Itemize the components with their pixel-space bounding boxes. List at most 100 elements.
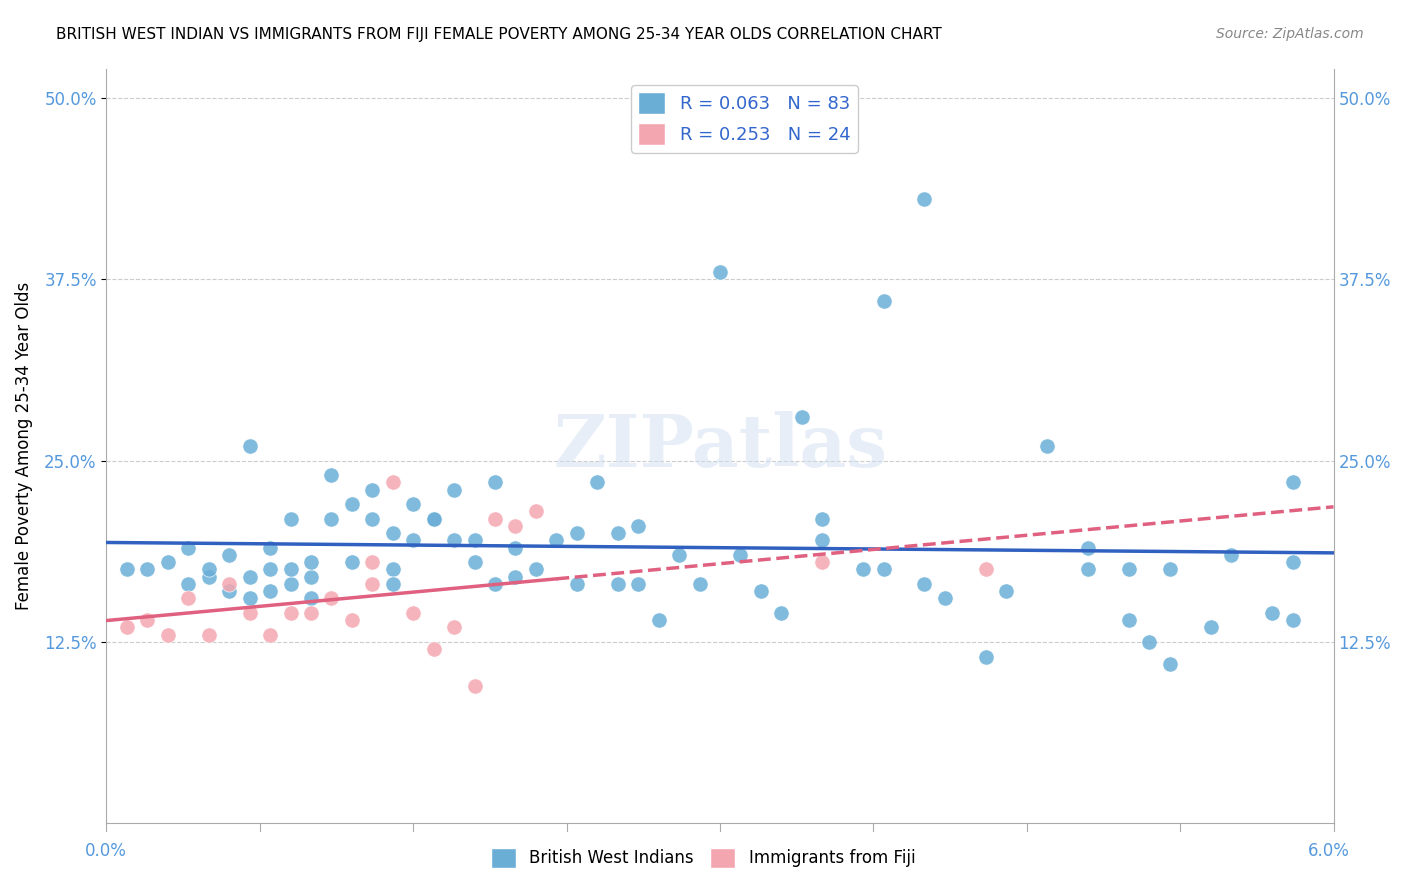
Point	[381, 562, 404, 576]
Point	[239, 439, 262, 453]
Point	[505, 541, 527, 555]
Point	[422, 642, 444, 657]
Point	[811, 555, 834, 569]
Point	[565, 526, 588, 541]
Point	[464, 533, 486, 548]
Point	[381, 526, 404, 541]
Point	[280, 577, 302, 591]
Point	[524, 504, 547, 518]
Point	[1036, 439, 1059, 453]
Point	[524, 562, 547, 576]
Point	[668, 548, 690, 562]
Point	[464, 555, 486, 569]
Point	[321, 468, 343, 483]
Point	[974, 649, 997, 664]
Point	[811, 533, 834, 548]
Point	[239, 569, 262, 583]
Point	[914, 577, 936, 591]
Point	[321, 591, 343, 606]
Point	[749, 584, 772, 599]
Point	[505, 569, 527, 583]
Point	[546, 533, 568, 548]
Point	[177, 591, 200, 606]
Point	[115, 562, 138, 576]
Point	[1077, 541, 1099, 555]
Point	[1159, 657, 1181, 671]
Point	[239, 591, 262, 606]
Point	[505, 519, 527, 533]
Point	[790, 409, 813, 424]
Legend: British West Indians, Immigrants from Fiji: British West Indians, Immigrants from Fi…	[484, 841, 922, 875]
Point	[1281, 555, 1303, 569]
Legend: R = 0.063   N = 83, R = 0.253   N = 24: R = 0.063 N = 83, R = 0.253 N = 24	[631, 85, 858, 153]
Point	[606, 577, 628, 591]
Point	[340, 555, 363, 569]
Point	[280, 562, 302, 576]
Point	[606, 526, 628, 541]
Point	[361, 511, 384, 525]
Point	[422, 511, 444, 525]
Text: BRITISH WEST INDIAN VS IMMIGRANTS FROM FIJI FEMALE POVERTY AMONG 25-34 YEAR OLDS: BRITISH WEST INDIAN VS IMMIGRANTS FROM F…	[56, 27, 942, 42]
Point	[1139, 635, 1161, 649]
Point	[259, 584, 281, 599]
Point	[1159, 562, 1181, 576]
Text: ZIPatlas: ZIPatlas	[553, 410, 887, 482]
Point	[709, 265, 731, 279]
Point	[218, 577, 240, 591]
Point	[197, 562, 219, 576]
Point	[156, 628, 179, 642]
Text: 6.0%: 6.0%	[1308, 842, 1350, 860]
Point	[340, 497, 363, 511]
Point	[422, 511, 444, 525]
Point	[934, 591, 956, 606]
Y-axis label: Female Poverty Among 25-34 Year Olds: Female Poverty Among 25-34 Year Olds	[15, 282, 32, 610]
Point	[280, 606, 302, 620]
Point	[464, 679, 486, 693]
Point	[402, 497, 425, 511]
Point	[995, 584, 1018, 599]
Point	[239, 606, 262, 620]
Text: 0.0%: 0.0%	[84, 842, 127, 860]
Point	[136, 562, 159, 576]
Point	[1220, 548, 1243, 562]
Point	[872, 562, 894, 576]
Point	[115, 620, 138, 634]
Point	[218, 548, 240, 562]
Point	[565, 577, 588, 591]
Point	[177, 541, 200, 555]
Point	[259, 541, 281, 555]
Point	[177, 577, 200, 591]
Point	[136, 613, 159, 627]
Point	[280, 511, 302, 525]
Point	[586, 475, 609, 490]
Point	[381, 475, 404, 490]
Point	[299, 555, 322, 569]
Point	[197, 628, 219, 642]
Point	[872, 293, 894, 308]
Point	[1281, 475, 1303, 490]
Point	[443, 533, 465, 548]
Point	[259, 562, 281, 576]
Point	[914, 192, 936, 206]
Point	[402, 606, 425, 620]
Point	[811, 511, 834, 525]
Point	[218, 584, 240, 599]
Point	[730, 548, 752, 562]
Point	[197, 569, 219, 583]
Point	[361, 483, 384, 497]
Point	[484, 511, 506, 525]
Point	[299, 569, 322, 583]
Point	[1199, 620, 1222, 634]
Point	[974, 562, 997, 576]
Point	[1261, 606, 1284, 620]
Point	[627, 577, 650, 591]
Point	[340, 613, 363, 627]
Point	[381, 577, 404, 591]
Point	[627, 519, 650, 533]
Point	[299, 606, 322, 620]
Point	[1077, 562, 1099, 576]
Point	[484, 577, 506, 591]
Point	[299, 591, 322, 606]
Point	[1281, 613, 1303, 627]
Point	[770, 606, 793, 620]
